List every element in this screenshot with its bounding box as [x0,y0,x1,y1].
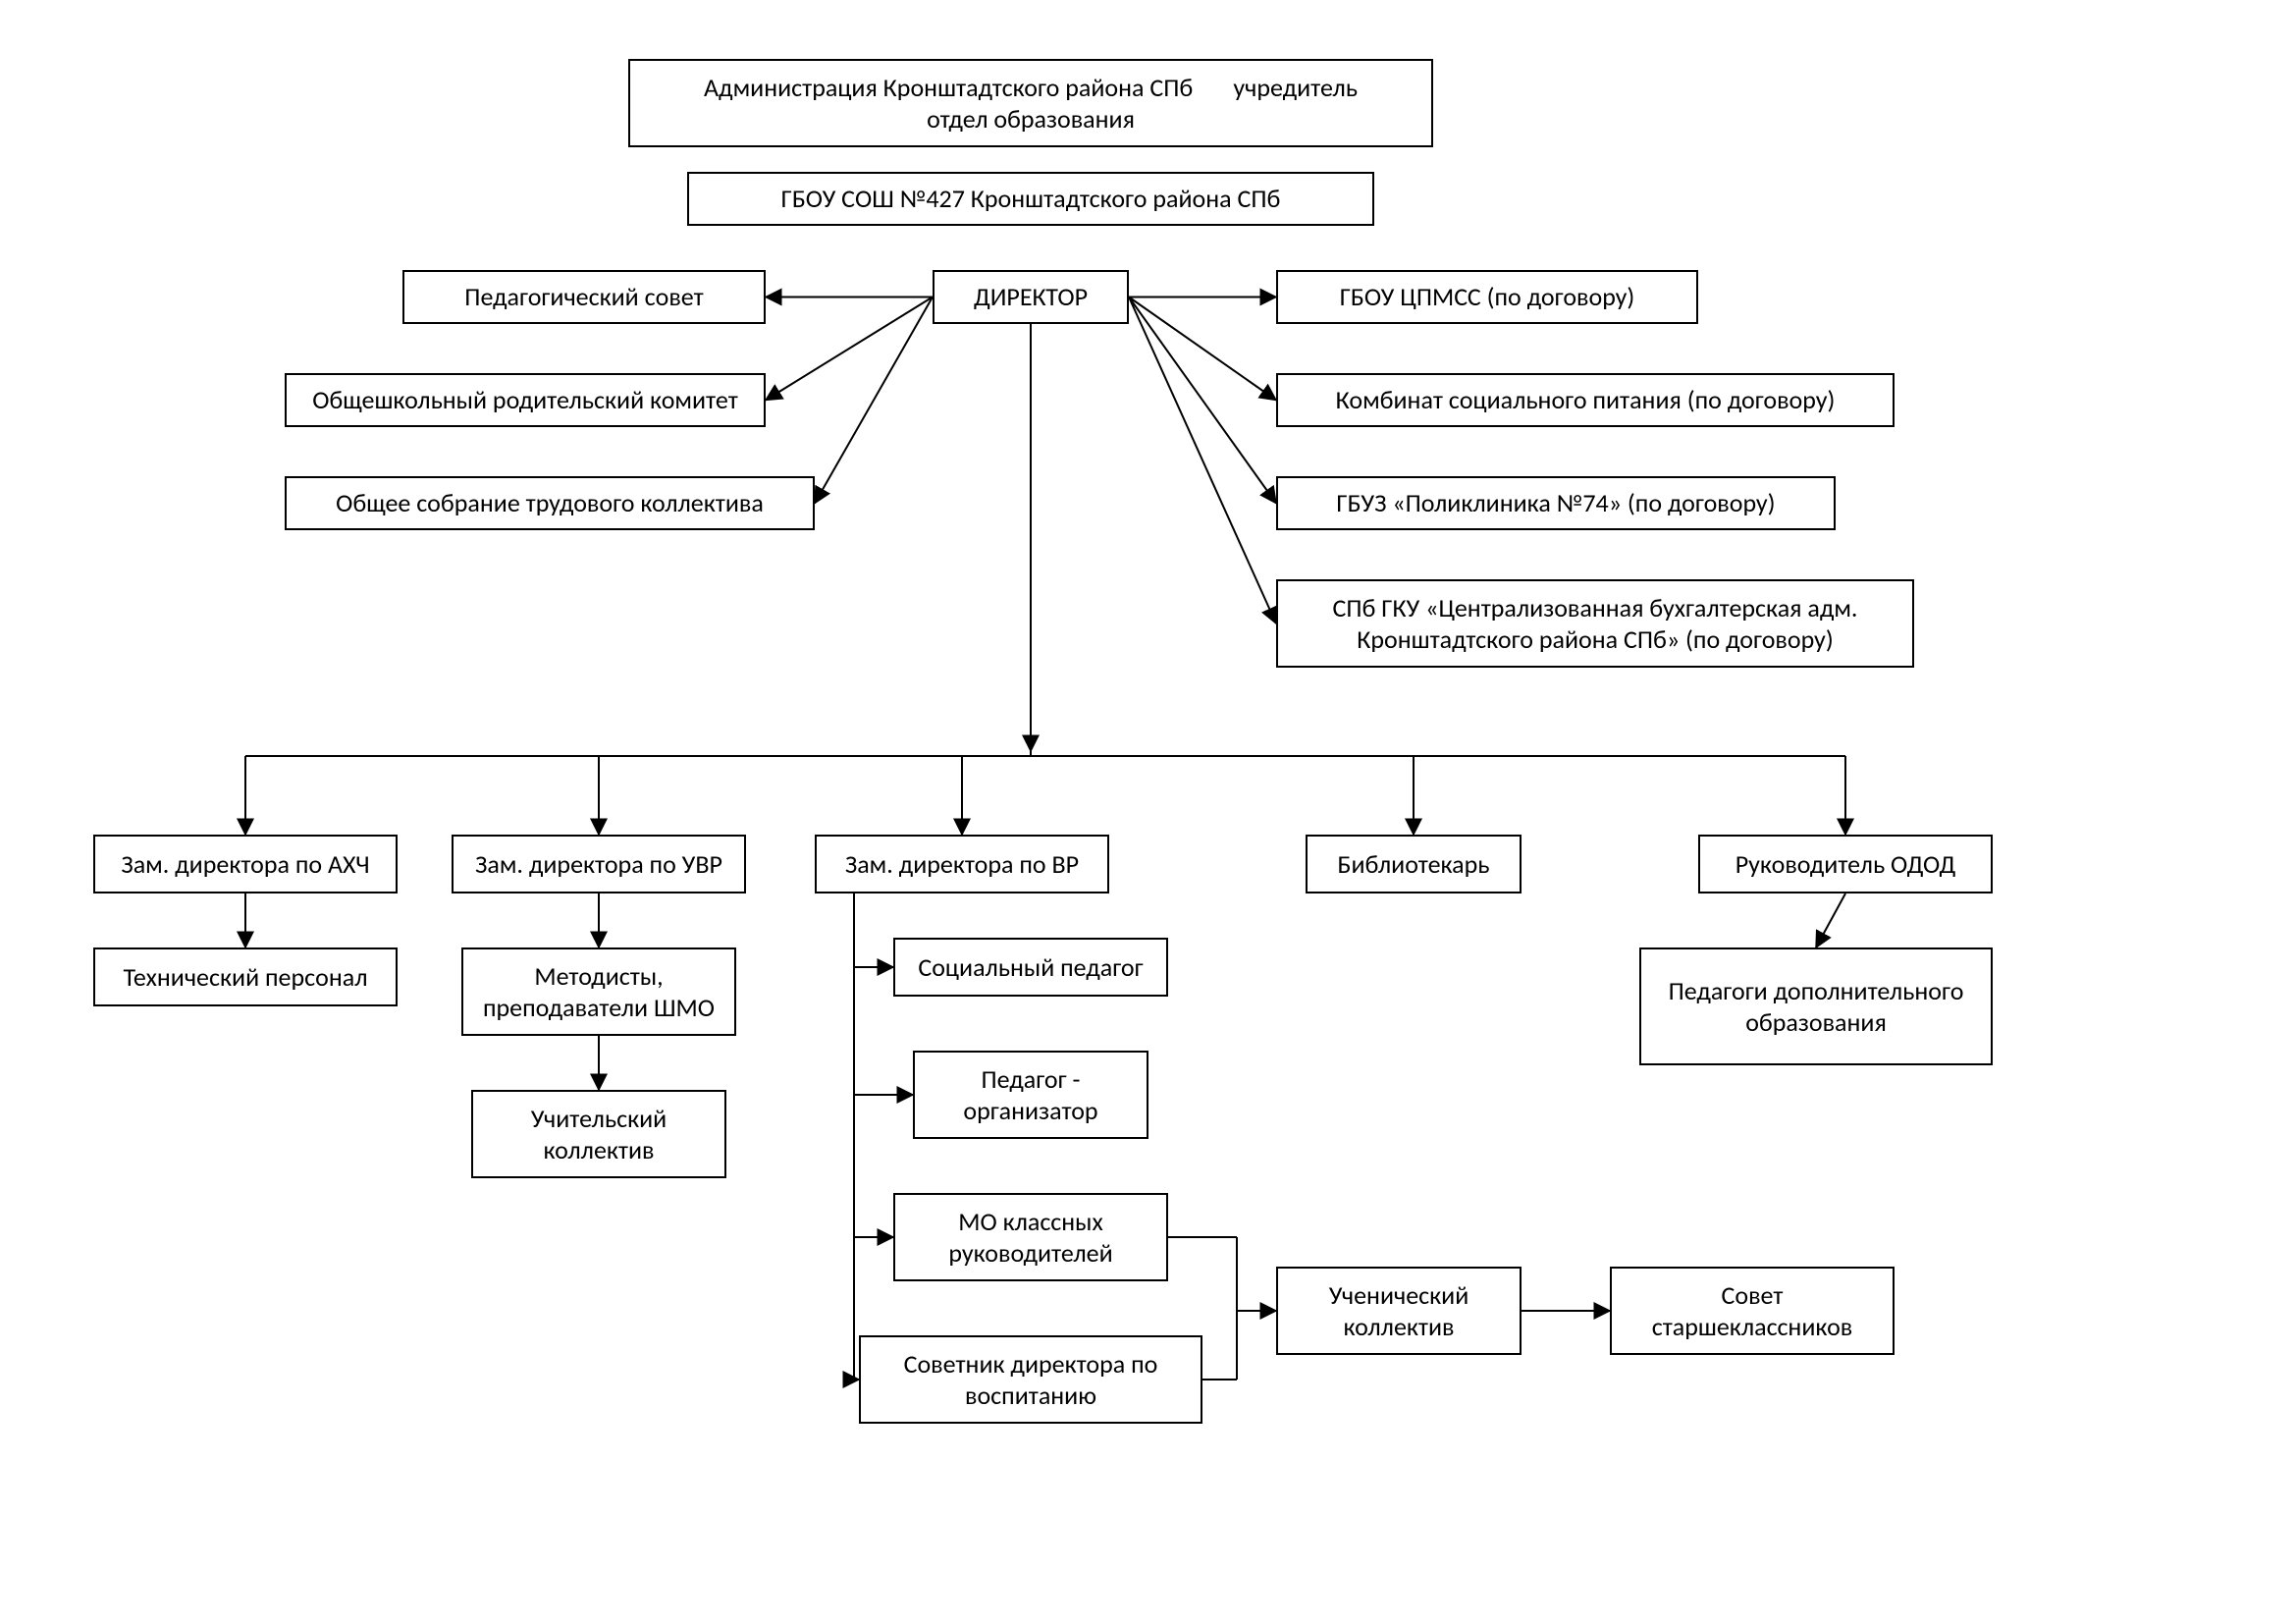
node-zam_ahch: Зам. директора по АХЧ [93,835,398,893]
node-label: Технический персонал [124,961,368,994]
node-label: Советник директора по воспитанию [873,1348,1189,1412]
node-label: Педагогический совет [464,281,703,313]
node-label: Зам. директора по УВР [475,848,722,881]
node-label: Комбинат социального питания (по договор… [1336,384,1836,416]
node-zam_uvr: Зам. директора по УВР [452,835,746,893]
node-admin: Администрация Кронштадтского района СПб … [628,59,1433,147]
node-label: Зам. директора по ВР [845,848,1079,881]
node-librarian: Библиотекарь [1306,835,1522,893]
node-label: Библиотекарь [1337,848,1489,881]
node-senior_cnl: Совет старшеклассников [1610,1267,1895,1355]
node-pedsovet: Педагогический совет [402,270,766,324]
node-label: Педагоги дополнительного образования [1653,975,1979,1039]
node-students: Ученический коллектив [1276,1267,1522,1355]
org-chart: Администрация Кронштадтского района СПб … [0,0,2296,1624]
node-label: СПб ГКУ «Централизованная бухгалтерская … [1290,592,1900,656]
node-ped_org: Педагог - организатор [913,1051,1148,1139]
node-label: Общее собрание трудового коллектива [336,487,764,519]
node-teachers: Учительский коллектив [471,1090,726,1178]
node-cpmss: ГБОУ ЦПМСС (по договору) [1276,270,1698,324]
node-label: Общешкольный родительский комитет [312,384,738,416]
node-label: Совет старшеклассников [1624,1279,1881,1343]
node-kombinat: Комбинат социального питания (по договор… [1276,373,1895,427]
node-sovetnik: Советник директора по воспитанию [859,1335,1202,1424]
node-parents: Общешкольный родительский комитет [285,373,766,427]
node-label: Учительский коллектив [485,1103,713,1166]
node-label: ГБУЗ «Поликлиника №74» (по договору) [1336,487,1775,519]
node-polyclinic: ГБУЗ «Поликлиника №74» (по договору) [1276,476,1836,530]
node-odod_head: Руководитель ОДОД [1698,835,1993,893]
node-label: ДИРЕКТОР [974,281,1088,313]
node-zam_vr: Зам. директора по ВР [815,835,1109,893]
node-odod_ped: Педагоги дополнительного образования [1639,947,1993,1065]
node-label: Педагог - организатор [927,1063,1135,1127]
node-label: Методисты, преподаватели ШМО [475,960,722,1024]
node-accounting: СПб ГКУ «Централизованная бухгалтерская … [1276,579,1914,668]
node-mo_class: МО классных руководителей [893,1193,1168,1281]
node-label: Зам. директора по АХЧ [121,848,369,881]
node-label: ГБОУ СОШ №427 Кронштадтского района СПб [781,183,1281,215]
node-director: ДИРЕКТОР [933,270,1129,324]
node-meeting: Общее собрание трудового коллектива [285,476,815,530]
node-label: ГБОУ ЦПМСС (по договору) [1340,281,1635,313]
node-label: Ученический коллектив [1290,1279,1508,1343]
node-label: Руководитель ОДОД [1735,848,1956,881]
node-tech_staff: Технический персонал [93,947,398,1006]
node-soc_ped: Социальный педагог [893,938,1168,997]
node-label: Социальный педагог [918,951,1143,984]
node-label: Администрация Кронштадтского района СПб … [704,72,1358,135]
node-school: ГБОУ СОШ №427 Кронштадтского района СПб [687,172,1374,226]
node-label: МО классных руководителей [907,1206,1154,1270]
node-metodisty: Методисты, преподаватели ШМО [461,947,736,1036]
